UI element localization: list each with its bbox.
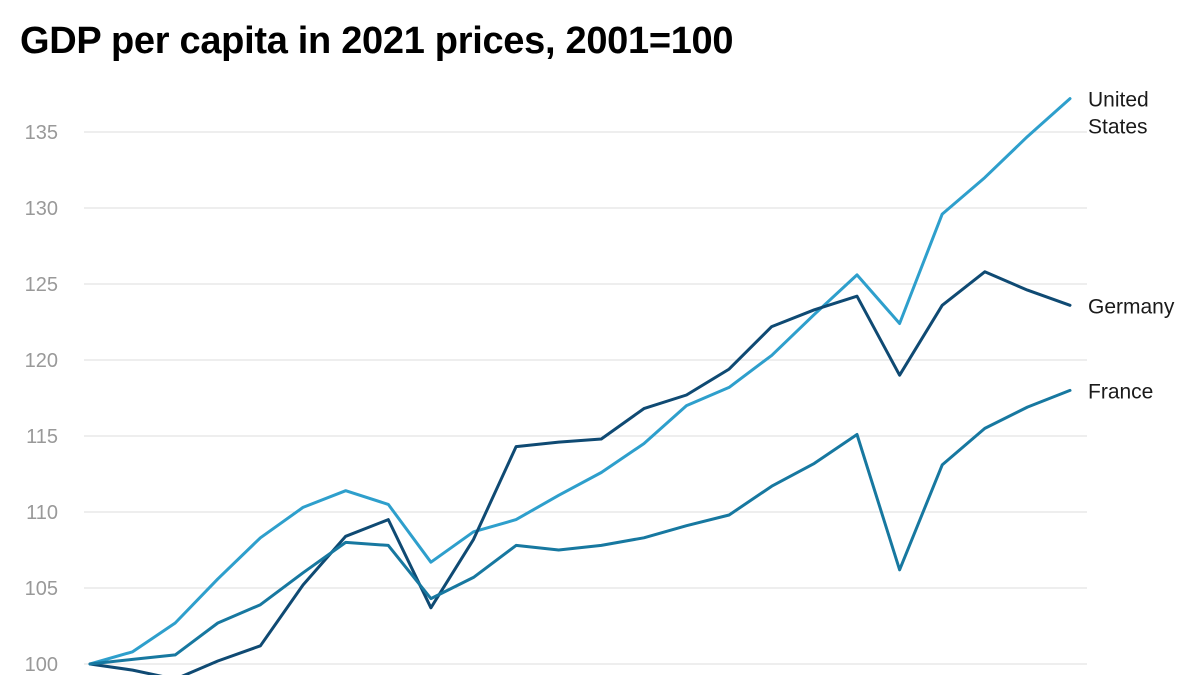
series-label-line: France bbox=[1088, 380, 1153, 403]
series-label-france: France bbox=[1088, 380, 1153, 403]
series-label-line: United bbox=[1088, 89, 1149, 112]
y-tick-label-105: 105 bbox=[25, 578, 58, 600]
series-label-line: Germany bbox=[1088, 295, 1175, 318]
series-label-line: States bbox=[1088, 116, 1148, 139]
chart-title: GDP per capita in 2021 prices, 2001=100 bbox=[20, 20, 734, 62]
y-tick-label-130: 130 bbox=[25, 198, 58, 220]
gridlines bbox=[84, 131, 1087, 665]
y-tick-label-110: 110 bbox=[26, 502, 58, 524]
series-lines bbox=[88, 97, 1072, 675]
series-line-france bbox=[88, 388, 1072, 666]
series-line-united-states bbox=[88, 97, 1072, 666]
y-tick-label-135: 135 bbox=[25, 122, 58, 144]
y-tick-label-100: 100 bbox=[25, 654, 58, 675]
y-tick-label-125: 125 bbox=[25, 274, 58, 296]
series-labels: United States Germany France bbox=[1088, 89, 1175, 404]
y-tick-label-120: 120 bbox=[25, 350, 58, 372]
series-label-united-states: United States bbox=[1088, 89, 1149, 139]
y-axis-tick-labels: 100 105 110 115 120 125 130 135 bbox=[25, 122, 58, 675]
series-line-germany bbox=[88, 270, 1072, 675]
series-label-germany: Germany bbox=[1088, 295, 1175, 318]
y-tick-label-115: 115 bbox=[26, 426, 58, 448]
